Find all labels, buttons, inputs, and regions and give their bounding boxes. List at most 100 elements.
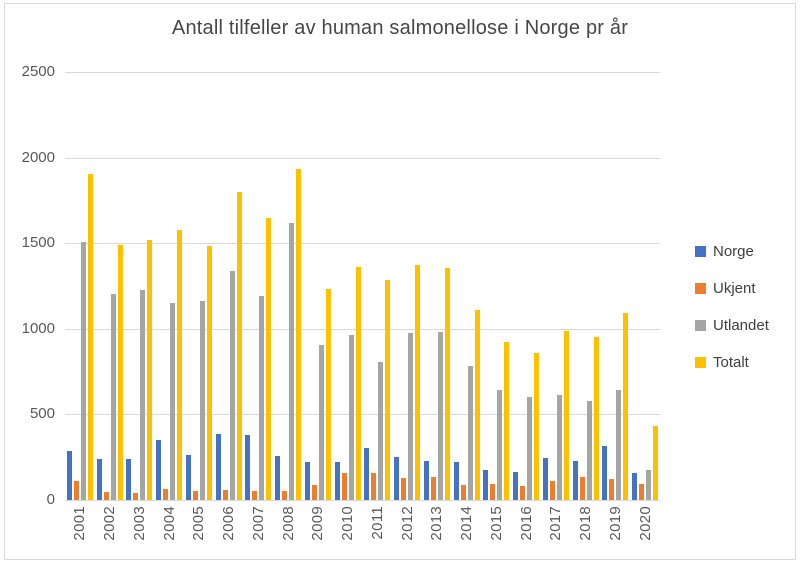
bar-norge-2018: [572, 461, 578, 500]
bar-norge-2012: [394, 457, 400, 500]
bar-ukjent-2016: [520, 486, 526, 500]
legend-item-utlandet: Utlandet: [695, 317, 769, 334]
bar-utlandet-2020: [646, 470, 652, 500]
bar-totalt-2004: [177, 230, 183, 500]
bar-totalt-2013: [444, 268, 450, 500]
bar-group-2011: [363, 72, 393, 500]
bar-ukjent-2012: [401, 478, 407, 500]
bar-norge-2015: [483, 470, 489, 500]
x-axis-label-text: 2012: [398, 506, 416, 541]
legend-item-norge: Norge: [695, 243, 769, 260]
bar-ukjent-2020: [639, 484, 645, 500]
x-axis-label-text: 2010: [339, 506, 357, 541]
bar-totalt-2018: [593, 337, 599, 500]
x-axis-label-2012: 2012: [392, 506, 422, 546]
x-axis-label-text: 2008: [279, 506, 297, 541]
x-axis-label-text: 2005: [190, 506, 208, 541]
bar-utlandet-2007: [259, 296, 265, 500]
x-axis-label-2009: 2009: [303, 506, 333, 546]
x-axis-label-2008: 2008: [273, 506, 303, 546]
x-axis-label-2003: 2003: [125, 506, 155, 546]
gridline: [65, 72, 660, 73]
gridline: [65, 414, 660, 416]
chart-title: Antall tilfeller av human salmonellose i…: [171, 17, 629, 39]
bar-utlandet-2004: [170, 303, 176, 500]
x-axis-label-2004: 2004: [154, 506, 184, 546]
x-axis-label-text: 2006: [220, 506, 238, 541]
x-axis-label-2019: 2019: [601, 506, 631, 546]
y-axis-tick-label: 2500: [21, 63, 55, 80]
bar-group-2001: [65, 72, 95, 500]
bar-group-2019: [601, 72, 631, 500]
legend-swatch-norge-icon: [695, 246, 706, 257]
x-axis-label-2010: 2010: [333, 506, 363, 546]
bar-group-2002: [95, 72, 125, 500]
legend-swatch-totalt-icon: [695, 357, 706, 368]
bar-ukjent-2009: [311, 485, 317, 500]
bar-utlandet-2003: [140, 290, 146, 500]
x-axis-label-2006: 2006: [214, 506, 244, 546]
bar-utlandet-2014: [467, 366, 473, 500]
bar-totalt-2019: [623, 313, 629, 500]
bar-norge-2017: [542, 458, 548, 500]
x-axis-label-2016: 2016: [511, 506, 541, 546]
bar-utlandet-2006: [229, 271, 235, 500]
bar-ukjent-2007: [252, 491, 258, 500]
bar-norge-2006: [215, 434, 221, 500]
bar-norge-2001: [66, 451, 72, 500]
bar-utlandet-2012: [408, 333, 414, 500]
bar-group-2016: [511, 72, 541, 500]
bar-ukjent-2011: [371, 473, 377, 500]
x-axis-label-text: 2015: [487, 506, 505, 541]
bar-utlandet-2011: [378, 362, 384, 500]
x-axis-label-2005: 2005: [184, 506, 214, 546]
bar-group-2018: [571, 72, 601, 500]
bar-ukjent-2013: [430, 477, 436, 500]
legend-label: Ukjent: [713, 280, 756, 297]
bar-utlandet-2010: [348, 335, 354, 500]
bar-totalt-2020: [653, 426, 659, 500]
bar-norge-2016: [513, 472, 519, 500]
bar-totalt-2005: [206, 246, 212, 500]
bar-utlandet-2008: [289, 223, 295, 500]
legend: Norge Ukjent Utlandet Totalt: [695, 243, 769, 392]
bar-norge-2007: [245, 435, 251, 500]
x-axis-label-2020: 2020: [630, 506, 660, 546]
bar-utlandet-2015: [497, 390, 503, 500]
bar-group-2020: [630, 72, 660, 500]
bar-utlandet-2016: [527, 397, 533, 500]
bar-utlandet-2009: [318, 345, 324, 500]
bar-totalt-2010: [355, 267, 361, 500]
bar-norge-2008: [275, 456, 281, 500]
bar-group-2013: [422, 72, 452, 500]
bar-group-2006: [214, 72, 244, 500]
y-axis-tick-label: 500: [29, 405, 55, 423]
x-axis-label-2007: 2007: [244, 506, 274, 546]
bar-ukjent-2001: [73, 481, 79, 500]
legend-item-totalt: Totalt: [695, 354, 769, 371]
legend-label: Norge: [713, 243, 754, 260]
bar-ukjent-2004: [163, 489, 169, 500]
x-axis-label-2017: 2017: [541, 506, 571, 546]
bar-totalt-2017: [563, 331, 569, 500]
bar-utlandet-2019: [616, 390, 622, 500]
x-axis-label-text: 2007: [249, 506, 267, 541]
x-axis-label-text: 2016: [517, 506, 535, 541]
bar-utlandet-2005: [199, 301, 205, 500]
x-axis-label-text: 2017: [547, 506, 565, 541]
x-axis-label-2002: 2002: [95, 506, 125, 546]
x-axis-label-text: 2004: [160, 506, 178, 541]
bar-ukjent-2015: [490, 484, 496, 500]
bar-utlandet-2017: [556, 395, 562, 500]
gridline: [65, 328, 660, 330]
x-axis-label-text: 2019: [606, 506, 624, 541]
x-axis-label-text: 2003: [130, 506, 148, 541]
bar-norge-2003: [126, 459, 132, 500]
bar-ukjent-2010: [341, 473, 347, 500]
bar-group-2003: [125, 72, 155, 500]
y-axis-tick-label: 0: [46, 491, 55, 508]
bar-norge-2009: [304, 462, 310, 500]
bar-group-2008: [273, 72, 303, 500]
bar-ukjent-2018: [579, 477, 585, 500]
